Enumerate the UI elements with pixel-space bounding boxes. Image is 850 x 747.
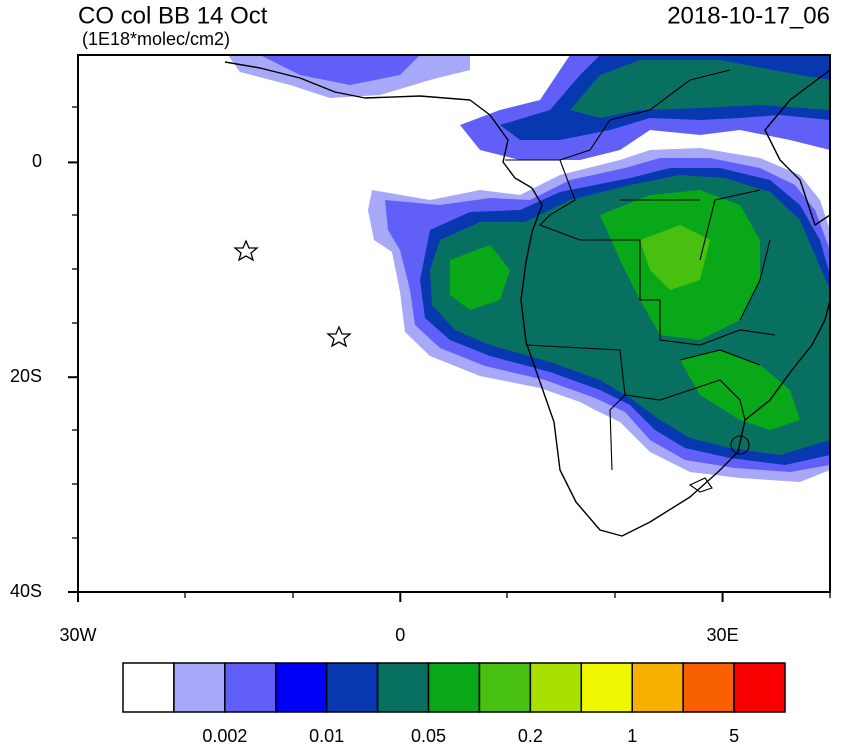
x-tick-label: 30W [59,625,96,645]
x-tick-label: 30E [707,625,739,645]
units: (1E18*molec/cm2) [82,29,230,49]
colorbar-label: 0.002 [202,726,247,746]
colorbar-box [173,662,226,713]
y-tick-label: 20S [10,366,42,386]
island-marker [326,325,352,348]
colorbar-box [427,662,481,713]
plume-core [640,225,710,290]
minor-ticks [72,106,831,598]
colorbar-label: 0.05 [411,726,446,746]
colorbar-box [478,662,532,713]
plume-core [450,190,800,430]
colorbar-box [631,662,684,713]
colorbar-box [733,662,786,713]
map-area [78,55,830,592]
colorbar-box [275,662,328,713]
lake [730,435,750,455]
x-tick-label: 0 [395,625,405,645]
title: CO col BB 14 Oct [78,2,268,29]
colorbar-box [580,662,633,713]
colorbar-label: 0.01 [309,726,344,746]
colorbar-label: 1 [627,726,637,746]
colorbar-box [376,662,430,713]
y-tick-label: 40S [10,581,42,601]
plume [260,55,420,85]
y-tick-label: 0 [32,151,42,171]
plume [570,60,830,118]
colorbar-box [122,662,175,713]
island-marker [233,239,259,262]
colorbar-box [529,662,583,713]
colorbar-box [325,662,379,713]
date: 2018-10-17_06 [667,2,830,29]
colorbar-box [224,662,277,713]
colorbar-box [682,662,735,713]
colorbar-label: 5 [729,726,739,746]
colorbar-label: 0.2 [518,726,543,746]
